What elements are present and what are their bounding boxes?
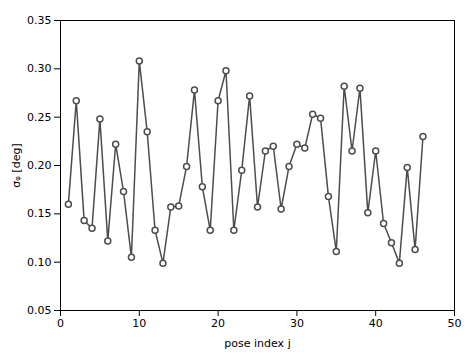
svg-text:0.05: 0.05	[27, 304, 52, 317]
svg-text:0.25: 0.25	[27, 111, 52, 124]
svg-text:50: 50	[448, 317, 462, 330]
svg-text:σᵩ [deg]: σᵩ [deg]	[10, 143, 23, 187]
svg-text:pose index j: pose index j	[224, 337, 290, 350]
svg-text:0.20: 0.20	[27, 159, 52, 172]
svg-text:20: 20	[211, 317, 225, 330]
svg-text:0: 0	[57, 317, 64, 330]
svg-text:40: 40	[369, 317, 383, 330]
svg-text:30: 30	[290, 317, 304, 330]
svg-text:0.30: 0.30	[27, 62, 52, 75]
svg-text:0.10: 0.10	[27, 256, 52, 269]
svg-text:0.35: 0.35	[27, 14, 52, 27]
svg-text:10: 10	[132, 317, 146, 330]
svg-text:0.15: 0.15	[27, 207, 52, 220]
